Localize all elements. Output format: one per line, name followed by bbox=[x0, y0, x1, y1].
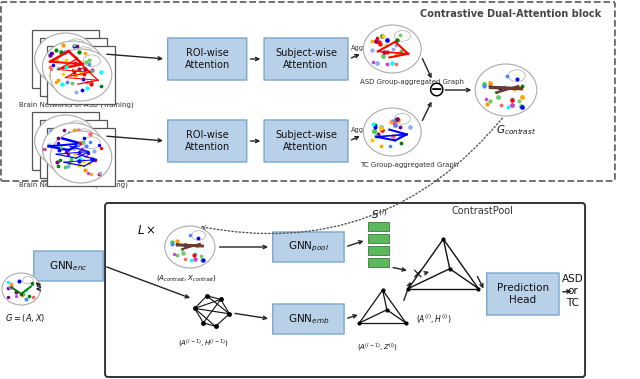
Ellipse shape bbox=[76, 129, 93, 141]
Text: Prediction
Head: Prediction Head bbox=[497, 283, 549, 305]
Ellipse shape bbox=[394, 113, 410, 124]
FancyBboxPatch shape bbox=[273, 304, 344, 334]
Bar bbox=[32, 112, 99, 170]
FancyBboxPatch shape bbox=[368, 234, 389, 243]
Bar bbox=[40, 38, 107, 96]
Text: $(A^{(l-1)}, Z^{(l)})$: $(A^{(l-1)}, Z^{(l)})$ bbox=[356, 342, 397, 354]
Ellipse shape bbox=[50, 49, 112, 101]
Text: $S^{(l)}$: $S^{(l)}$ bbox=[371, 207, 387, 221]
FancyBboxPatch shape bbox=[264, 120, 348, 162]
Ellipse shape bbox=[165, 226, 215, 268]
FancyBboxPatch shape bbox=[264, 38, 348, 80]
Text: Brain Networks of ASD (Training): Brain Networks of ASD (Training) bbox=[19, 101, 134, 108]
Ellipse shape bbox=[364, 25, 421, 73]
FancyBboxPatch shape bbox=[168, 38, 247, 80]
Text: Aggregation: Aggregation bbox=[351, 127, 392, 133]
Text: ASD
or
TC: ASD or TC bbox=[562, 274, 584, 308]
FancyBboxPatch shape bbox=[34, 251, 103, 281]
Text: $G = (A, X)$: $G = (A, X)$ bbox=[5, 312, 45, 324]
Text: Contrastive Dual-Attention block: Contrastive Dual-Attention block bbox=[420, 9, 602, 19]
Text: ASD Group-aggregated Graph: ASD Group-aggregated Graph bbox=[360, 79, 465, 85]
Text: $\times$: $\times$ bbox=[410, 267, 422, 281]
Ellipse shape bbox=[42, 41, 104, 93]
Ellipse shape bbox=[83, 137, 100, 149]
Text: GNN$_{emb}$: GNN$_{emb}$ bbox=[288, 312, 329, 326]
Ellipse shape bbox=[508, 70, 525, 81]
Ellipse shape bbox=[2, 273, 40, 305]
FancyBboxPatch shape bbox=[105, 203, 585, 377]
Text: GNN$_{pool}$: GNN$_{pool}$ bbox=[288, 240, 329, 254]
Text: Subject-wise
Attention: Subject-wise Attention bbox=[275, 130, 337, 152]
Text: Brain Networks of TC (Training): Brain Networks of TC (Training) bbox=[19, 181, 128, 188]
Text: ContrastPool: ContrastPool bbox=[451, 206, 513, 216]
Ellipse shape bbox=[68, 121, 85, 133]
Ellipse shape bbox=[35, 115, 97, 167]
Ellipse shape bbox=[42, 123, 104, 175]
Text: $(A^{(l)}, H^{(l)})$: $(A^{(l)}, H^{(l)})$ bbox=[417, 313, 452, 326]
Ellipse shape bbox=[76, 47, 93, 58]
FancyBboxPatch shape bbox=[368, 246, 389, 255]
Text: $L\times$: $L\times$ bbox=[137, 224, 156, 238]
Text: Aggregation: Aggregation bbox=[351, 45, 392, 51]
Text: Subject-wise
Attention: Subject-wise Attention bbox=[275, 48, 337, 70]
Text: TC Group-aggregated Graph: TC Group-aggregated Graph bbox=[360, 162, 459, 168]
Ellipse shape bbox=[192, 231, 205, 240]
Text: ROI-wise
Attention: ROI-wise Attention bbox=[184, 130, 230, 152]
Text: $(A_{contrast},X_{contrast})$: $(A_{contrast},X_{contrast})$ bbox=[156, 273, 217, 283]
Text: GNN$_{enc}$: GNN$_{enc}$ bbox=[49, 259, 88, 273]
FancyBboxPatch shape bbox=[368, 222, 389, 231]
Ellipse shape bbox=[475, 64, 537, 116]
FancyBboxPatch shape bbox=[273, 232, 344, 262]
Text: $(A^{(l-1)}, H^{(l-1)})$: $(A^{(l-1)}, H^{(l-1)})$ bbox=[179, 338, 229, 350]
Ellipse shape bbox=[35, 33, 97, 85]
Ellipse shape bbox=[68, 39, 85, 50]
Ellipse shape bbox=[83, 55, 100, 67]
Ellipse shape bbox=[394, 30, 410, 41]
Text: $G_{contrast}$: $G_{contrast}$ bbox=[497, 123, 536, 137]
Text: ROI-wise
Attention: ROI-wise Attention bbox=[184, 48, 230, 70]
FancyBboxPatch shape bbox=[368, 258, 389, 267]
FancyBboxPatch shape bbox=[168, 120, 247, 162]
Ellipse shape bbox=[50, 131, 112, 183]
FancyBboxPatch shape bbox=[487, 273, 559, 315]
Bar bbox=[47, 46, 115, 104]
Text: $\ominus$: $\ominus$ bbox=[427, 80, 444, 100]
Bar bbox=[32, 30, 99, 88]
Ellipse shape bbox=[22, 277, 33, 284]
Ellipse shape bbox=[364, 108, 421, 156]
Bar bbox=[47, 128, 115, 186]
Bar bbox=[40, 120, 107, 178]
